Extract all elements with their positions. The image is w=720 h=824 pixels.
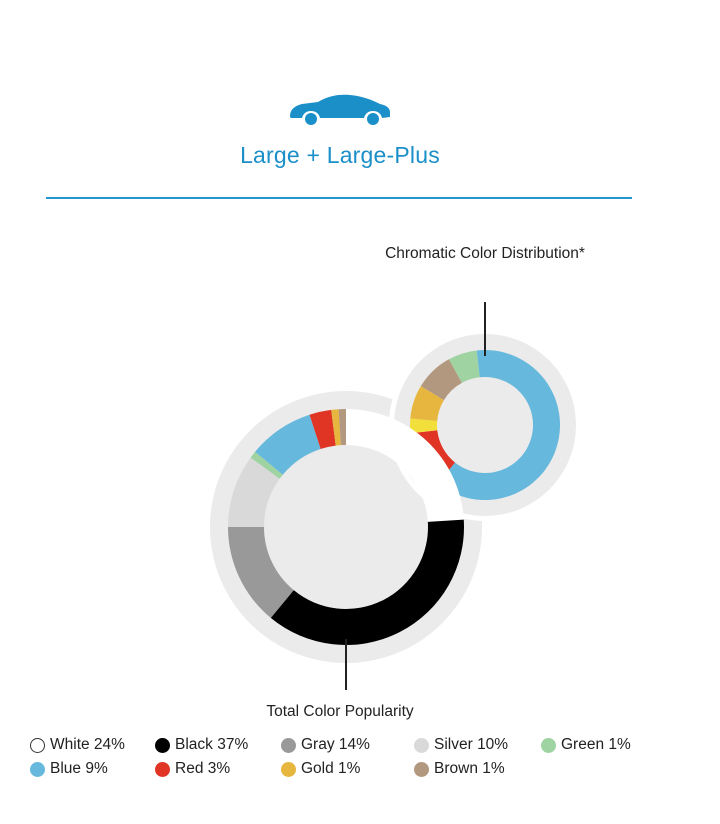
legend-item: Silver 10%	[414, 736, 508, 754]
total-slice-green	[250, 451, 283, 479]
total-callout-label: Total Color Popularity	[266, 703, 414, 720]
black-dot-icon	[155, 737, 170, 753]
title-divider	[46, 197, 632, 199]
legend-label: Red 3%	[175, 760, 231, 777]
legend-item: Gold 1%	[281, 760, 360, 778]
page-title: Large + Large-Plus	[240, 142, 440, 168]
legend-label: Gold 1%	[301, 760, 361, 777]
legend-label: Blue 9%	[50, 760, 108, 777]
legend-label: White 24%	[50, 736, 125, 753]
chromatic-slice-gold	[410, 386, 444, 421]
total-slice-blue	[255, 414, 321, 475]
red-dot-icon	[155, 761, 170, 777]
car-icon	[290, 94, 390, 125]
gray-dot-icon	[281, 737, 296, 753]
legend-item: Green 1%	[541, 736, 631, 754]
legend-item: Black 37%	[155, 736, 248, 754]
legend-item: Brown 1%	[414, 760, 505, 778]
total-slice-gray	[228, 527, 294, 618]
total-slice-brown	[338, 409, 346, 446]
silver-dot-icon	[414, 737, 429, 753]
white-dot-icon	[30, 737, 45, 753]
chromatic-callout-label: Chromatic Color Distribution*	[385, 245, 585, 262]
chromatic-slice-brown	[420, 359, 462, 401]
total-slice-white	[346, 409, 464, 522]
legend-label: Brown 1%	[434, 760, 505, 777]
green-dot-icon	[541, 737, 556, 753]
legend-item: Blue 9%	[30, 760, 108, 778]
legend-label: Silver 10%	[434, 736, 509, 753]
legend-label: Gray 14%	[301, 736, 370, 753]
total-slice-black	[270, 519, 464, 645]
total-slice-red	[309, 409, 336, 450]
legend-item: White 24%	[30, 736, 125, 754]
legend-label: Green 1%	[561, 736, 631, 753]
brown-dot-icon	[414, 761, 429, 777]
donut-charts	[210, 302, 581, 690]
legend-item: Gray 14%	[281, 736, 370, 754]
legend-item: Red 3%	[155, 760, 230, 778]
gold-dot-icon	[281, 761, 296, 777]
total-slice-silver	[228, 457, 280, 527]
chromatic-slice-blue	[438, 350, 560, 500]
chromatic-slice-yellow	[410, 418, 438, 434]
total-slice-gold	[331, 409, 341, 446]
legend-label: Black 37%	[175, 736, 249, 753]
chromatic-slice-green	[448, 350, 480, 383]
blue-dot-icon	[30, 761, 45, 777]
